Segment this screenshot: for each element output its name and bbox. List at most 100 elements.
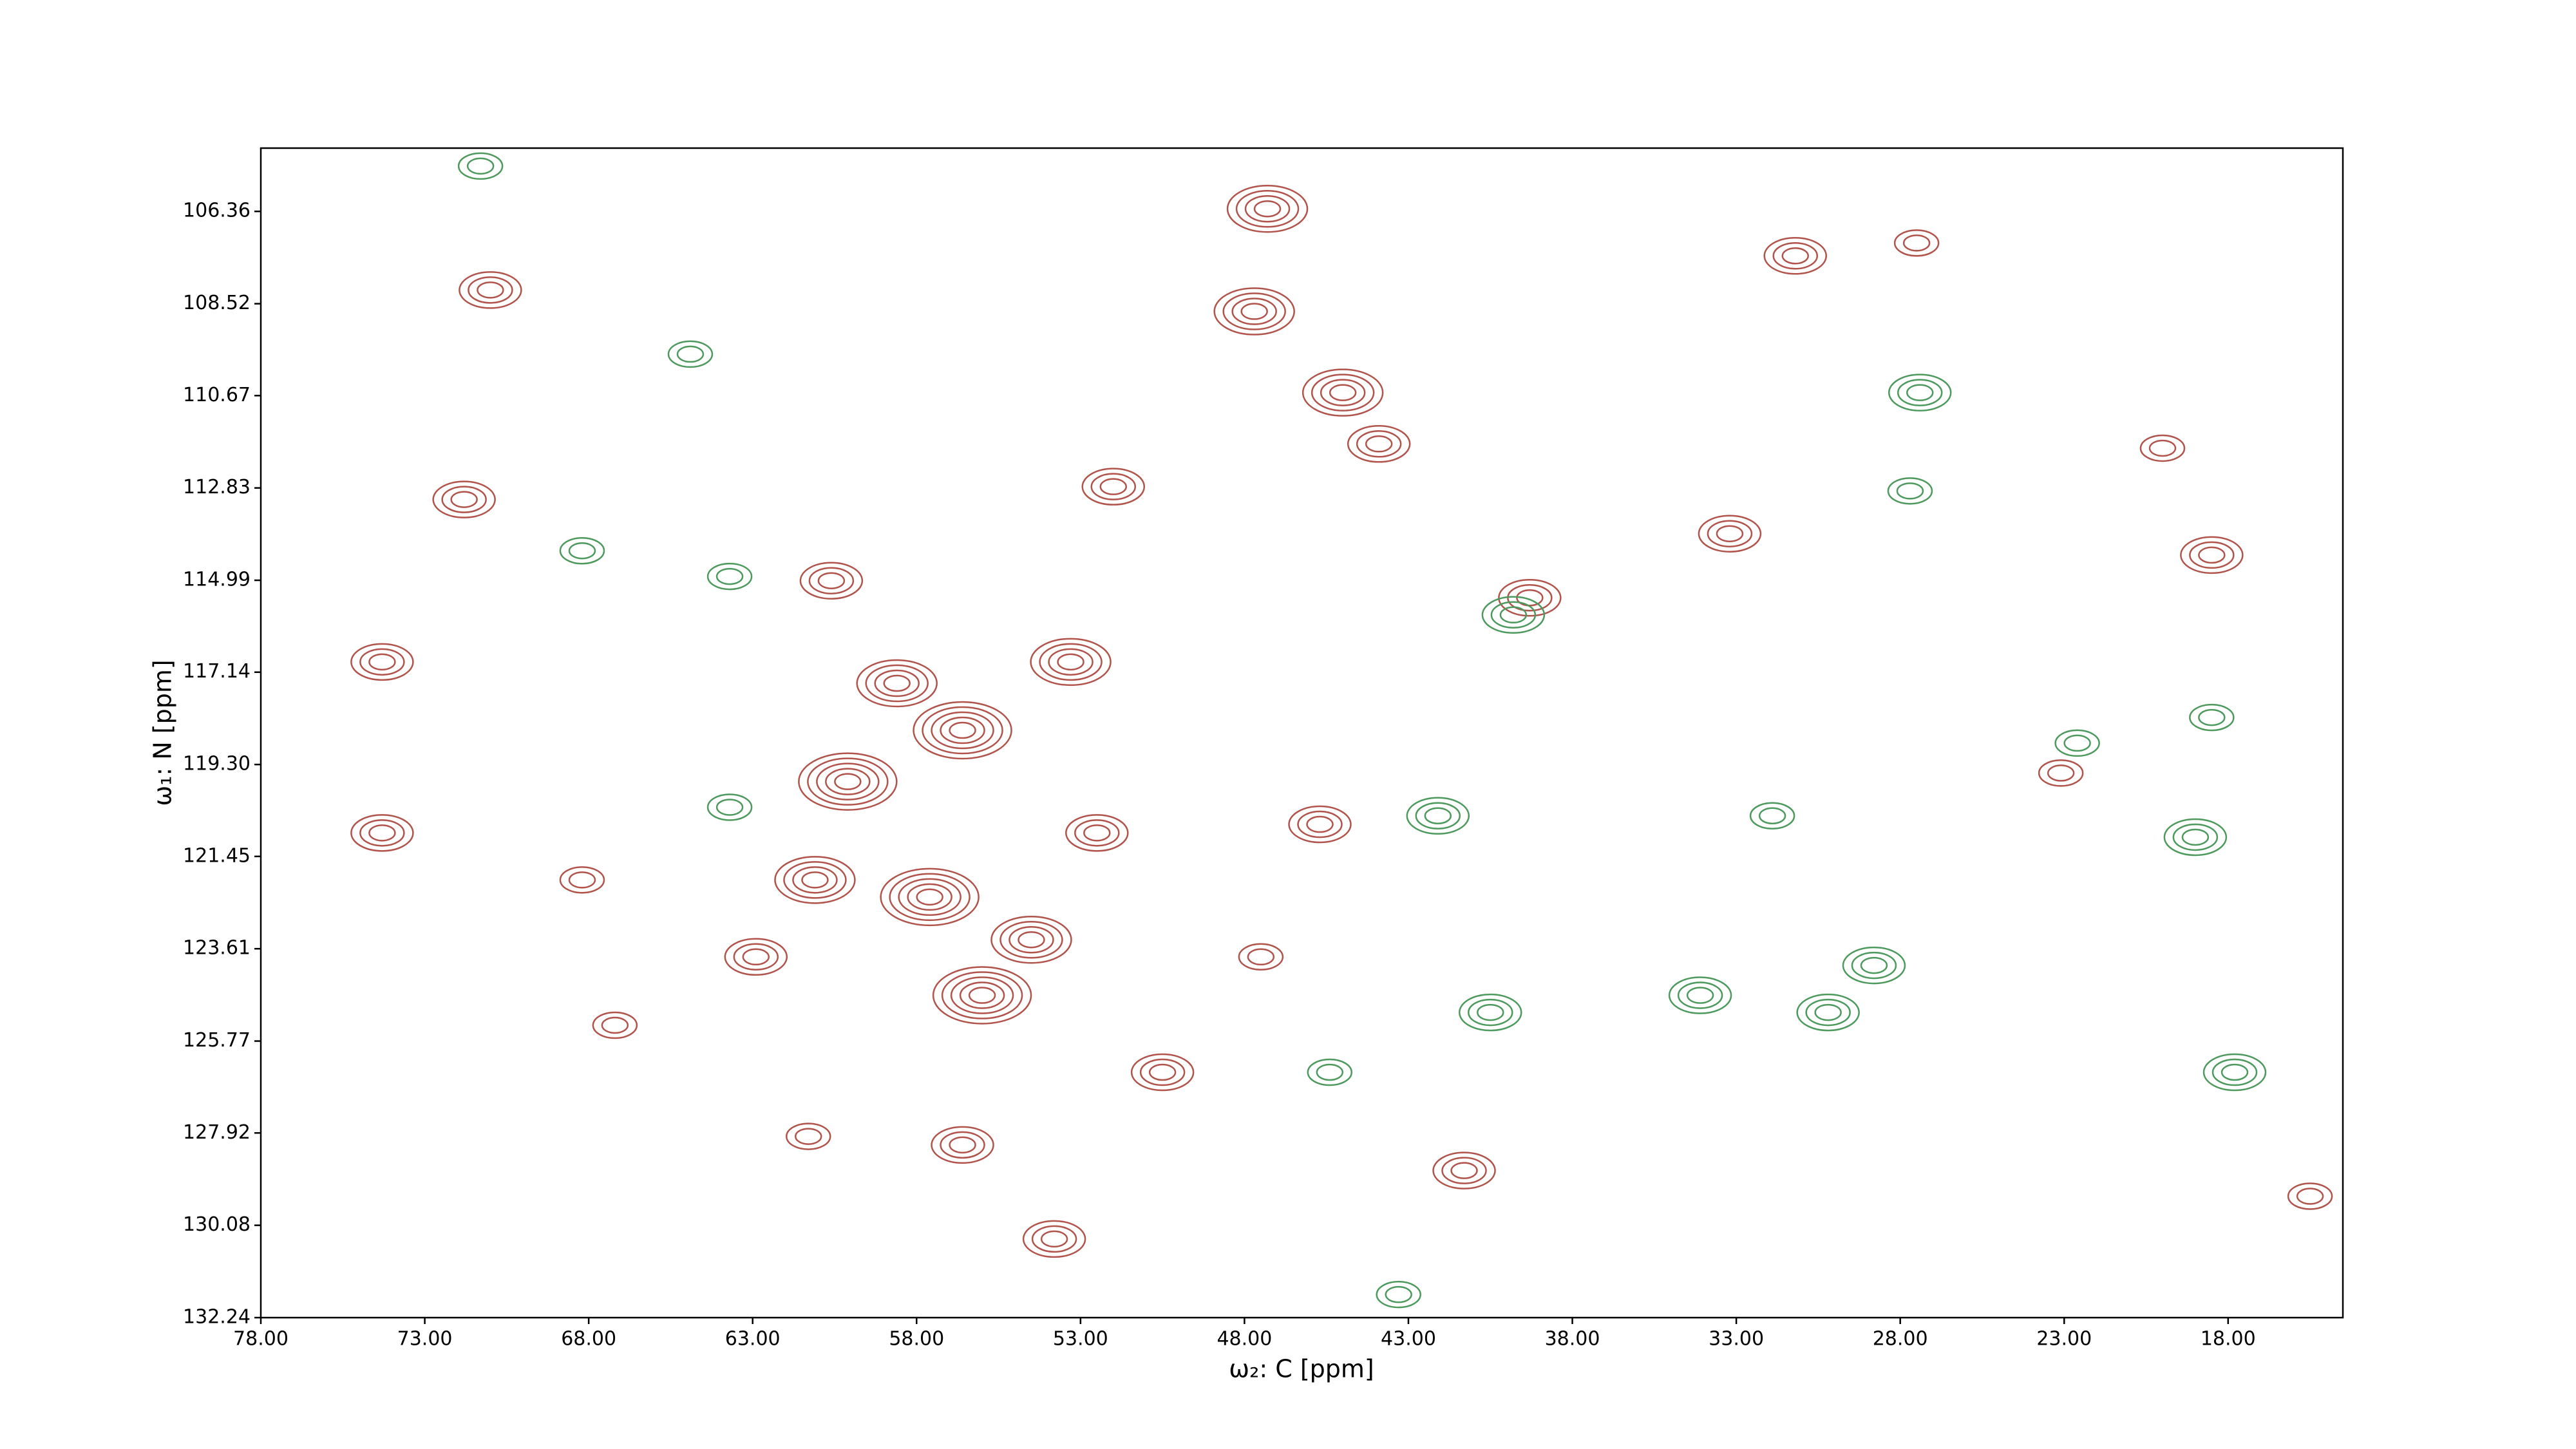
plot-frame — [260, 147, 2344, 1319]
inner-contour — [1896, 482, 1924, 500]
inner-contour — [368, 653, 396, 671]
x-tick-label: 68.00 — [561, 1328, 616, 1350]
peak-contour — [1887, 477, 1933, 505]
inner-contour — [1099, 478, 1127, 495]
inner-contour — [2181, 828, 2210, 846]
inner-contour — [1074, 819, 1120, 847]
peak-contour — [856, 659, 938, 708]
inner-contour — [1031, 1225, 1077, 1253]
peak-contour — [2038, 759, 2084, 787]
peak-contour — [990, 916, 1072, 964]
inner-contour — [950, 976, 1014, 1014]
inner-contour — [1902, 234, 1931, 252]
x-tick-label: 73.00 — [397, 1328, 453, 1350]
x-tick-label: 18.00 — [2201, 1328, 2256, 1350]
y-tick-label: 125.77 — [183, 1029, 251, 1052]
peak-contour — [559, 536, 605, 565]
inner-contour — [834, 773, 862, 790]
y-tick-label: 119.30 — [183, 753, 251, 775]
inner-contour — [874, 669, 920, 697]
peak-contour — [559, 866, 605, 894]
inner-contour — [368, 824, 396, 842]
inner-contour — [1805, 998, 1851, 1027]
inner-contour — [1297, 810, 1343, 838]
peak-contour — [592, 1011, 638, 1039]
y-tick-label: 108.52 — [183, 292, 251, 314]
inner-contour — [889, 873, 971, 922]
inner-contour — [2221, 1063, 2249, 1081]
peak-contour — [350, 814, 414, 852]
inner-contour — [940, 1131, 985, 1159]
inner-contour — [792, 866, 838, 894]
inner-contour — [816, 762, 880, 800]
peak-contour — [1065, 814, 1129, 852]
peak-contour — [432, 480, 496, 518]
peak-contour — [2163, 818, 2228, 857]
peak-contour — [350, 643, 414, 681]
peak-contour — [1238, 943, 1284, 971]
peak-contour — [2202, 1053, 2267, 1092]
inner-contour — [1365, 435, 1393, 453]
inner-contour — [1356, 430, 1402, 458]
x-tick-label: 63.00 — [725, 1328, 781, 1350]
inner-contour — [1772, 242, 1818, 270]
inner-contour — [940, 716, 985, 744]
inner-contour — [968, 987, 996, 1004]
inner-contour — [1253, 200, 1282, 218]
peak-contour — [1796, 993, 1860, 1032]
peak-contour — [459, 271, 522, 309]
peak-contour — [931, 1126, 994, 1164]
inner-contour — [1716, 525, 1744, 542]
peak-contour — [1347, 425, 1411, 463]
x-axis-label: ω₂: C [ppm] — [1229, 1355, 1374, 1383]
peak-contour — [774, 856, 856, 904]
x-tick-label: 33.00 — [1709, 1328, 1764, 1350]
inner-contour — [1222, 292, 1286, 330]
peak-contour — [913, 701, 1012, 760]
inner-contour — [808, 567, 855, 594]
inner-contour — [468, 276, 513, 304]
inner-contour — [1316, 1063, 1344, 1081]
inner-contour — [1040, 1230, 1068, 1248]
peak-contour — [1307, 1058, 1353, 1086]
y-tick-label: 130.08 — [183, 1213, 251, 1236]
x-tick-label: 53.00 — [1053, 1328, 1108, 1350]
peak-contour — [1893, 229, 1940, 257]
inner-contour — [1450, 1162, 1478, 1179]
x-tick-label: 38.00 — [1545, 1328, 1600, 1350]
inner-contour — [898, 878, 961, 916]
peak-contour — [786, 1122, 831, 1150]
inner-contour — [1781, 247, 1809, 265]
inner-contour — [715, 799, 744, 816]
inner-contour — [1320, 379, 1366, 406]
inner-contour — [1424, 807, 1452, 825]
inner-contour — [1814, 1003, 1842, 1021]
inner-contour — [1306, 815, 1334, 833]
inner-contour — [2198, 546, 2226, 564]
peak-contour — [1376, 1280, 1421, 1309]
inner-contour — [359, 819, 405, 847]
inner-contour — [2211, 1058, 2258, 1086]
inner-contour — [1499, 606, 1528, 624]
peak-contour — [1749, 802, 1795, 830]
inner-contour — [931, 711, 994, 750]
inner-contour — [1329, 384, 1357, 401]
y-tick-label: 127.92 — [183, 1121, 251, 1144]
peak-contour — [1302, 368, 1384, 417]
y-tick-label: 112.83 — [183, 476, 251, 498]
inner-contour — [1860, 956, 1888, 974]
peak-contour — [2139, 434, 2186, 462]
inner-contour — [568, 871, 596, 889]
inner-contour — [2047, 764, 2075, 782]
inner-contour — [2198, 708, 2226, 726]
inner-contour — [1415, 802, 1461, 830]
peak-contour — [1213, 287, 1295, 336]
inner-contour — [801, 871, 829, 889]
inner-contour — [466, 157, 495, 175]
inner-contour — [1385, 1285, 1412, 1303]
inner-contour — [1083, 824, 1111, 842]
inner-contour — [1897, 379, 1943, 406]
peak-contour — [1406, 797, 1470, 835]
inner-contour — [676, 345, 705, 363]
